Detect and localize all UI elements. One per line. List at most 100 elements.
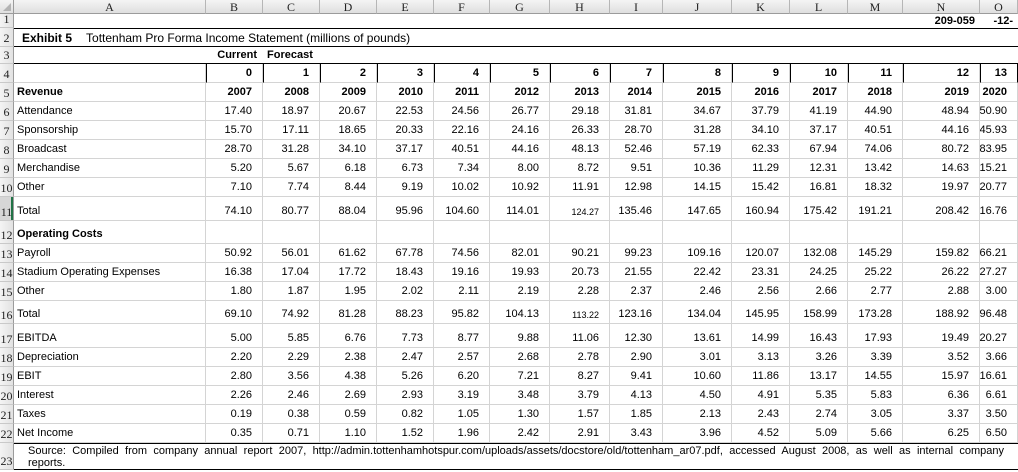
cell[interactable] xyxy=(263,221,320,244)
cell[interactable]: 34.10 xyxy=(320,140,377,159)
cell[interactable]: 1 xyxy=(263,64,320,83)
column-header-M[interactable]: M xyxy=(848,0,903,14)
cell[interactable]: 5.85 xyxy=(263,324,320,348)
cell[interactable]: 37.79 xyxy=(732,102,790,121)
cell[interactable]: 1.85 xyxy=(610,405,663,424)
row-number[interactable]: 17 xyxy=(0,324,14,348)
cell[interactable]: 3.05 xyxy=(848,405,903,424)
cell[interactable]: 5.83 xyxy=(848,386,903,405)
cell[interactable]: 2 xyxy=(320,64,377,83)
cell[interactable]: 22.16 xyxy=(434,121,490,140)
row-number[interactable]: 21 xyxy=(0,405,14,424)
cell[interactable]: 0 xyxy=(206,64,263,83)
column-header-L[interactable]: L xyxy=(790,0,848,14)
cell[interactable]: 132.08 xyxy=(790,244,848,263)
cell[interactable]: 37.17 xyxy=(790,121,848,140)
cell[interactable]: 135.46 xyxy=(610,197,663,221)
cell[interactable]: 21.55 xyxy=(610,263,663,282)
cell[interactable]: 113.22 xyxy=(550,301,610,324)
row-label-cell[interactable]: Attendance xyxy=(14,102,206,121)
row-label-cell[interactable]: Total xyxy=(14,197,206,221)
cell[interactable]: 31.81 xyxy=(610,102,663,121)
cell[interactable]: 2.57 xyxy=(434,348,490,367)
cell[interactable]: 2007 xyxy=(206,83,263,102)
cell[interactable]: 74.10 xyxy=(206,197,263,221)
cell[interactable]: 40.51 xyxy=(434,140,490,159)
cell[interactable]: 7 xyxy=(610,64,663,83)
row-label-cell[interactable]: Total xyxy=(14,301,206,324)
cell[interactable]: 1.52 xyxy=(377,424,434,443)
row-label-cell[interactable]: Depreciation xyxy=(14,348,206,367)
cell[interactable]: 2009 xyxy=(320,83,377,102)
cell[interactable]: 3.39 xyxy=(848,348,903,367)
cell[interactable]: 3.56 xyxy=(263,367,320,386)
cell[interactable]: 11.86 xyxy=(732,367,790,386)
cell[interactable]: 2.37 xyxy=(610,282,663,301)
cell[interactable]: 34.67 xyxy=(663,102,732,121)
cell[interactable]: 1.80 xyxy=(206,282,263,301)
cell[interactable]: 2020 xyxy=(980,83,1018,102)
cell[interactable]: 6.25 xyxy=(903,424,980,443)
cell[interactable] xyxy=(434,221,490,244)
cell[interactable]: 22.53 xyxy=(377,102,434,121)
cell[interactable]: 2013 xyxy=(550,83,610,102)
cell[interactable]: 23.31 xyxy=(732,263,790,282)
cell[interactable]: 2.90 xyxy=(610,348,663,367)
cell[interactable]: 18.43 xyxy=(377,263,434,282)
cell[interactable]: 18.65 xyxy=(320,121,377,140)
cell[interactable]: 13.42 xyxy=(848,159,903,178)
row-number[interactable]: 10 xyxy=(0,178,14,197)
cell[interactable]: 6.36 xyxy=(903,386,980,405)
cell[interactable]: 173.28 xyxy=(848,301,903,324)
cell[interactable]: 13 xyxy=(980,64,1018,83)
cell[interactable]: 16.38 xyxy=(206,263,263,282)
cell[interactable]: 2.13 xyxy=(663,405,732,424)
cell[interactable]: 3.13 xyxy=(732,348,790,367)
cell[interactable]: 22.42 xyxy=(663,263,732,282)
cell[interactable]: 0.38 xyxy=(263,405,320,424)
cell[interactable]: 7.34 xyxy=(434,159,490,178)
cell[interactable]: 147.65 xyxy=(663,197,732,221)
cell[interactable]: 158.99 xyxy=(790,301,848,324)
cell[interactable]: 44.16 xyxy=(903,121,980,140)
cell[interactable] xyxy=(732,221,790,244)
column-header-F[interactable]: F xyxy=(434,0,490,14)
cell[interactable]: 124.27 xyxy=(550,197,610,221)
cell[interactable]: 15.97 xyxy=(903,367,980,386)
cell[interactable]: 114.01 xyxy=(490,197,550,221)
cell[interactable]: 15.42 xyxy=(732,178,790,197)
row-label-cell[interactable]: EBIT xyxy=(14,367,206,386)
cell[interactable]: 17.72 xyxy=(320,263,377,282)
cell[interactable]: 0.59 xyxy=(320,405,377,424)
cell[interactable]: 7.10 xyxy=(206,178,263,197)
cell[interactable]: 34.10 xyxy=(732,121,790,140)
cell[interactable]: 2019 xyxy=(903,83,980,102)
cell[interactable]: 16.81 xyxy=(790,178,848,197)
cell[interactable]: 2017 xyxy=(790,83,848,102)
cell[interactable]: 20.33 xyxy=(377,121,434,140)
cell[interactable]: 74.92 xyxy=(263,301,320,324)
cell[interactable] xyxy=(206,221,263,244)
cell[interactable]: 18.97 xyxy=(263,102,320,121)
cell[interactable]: 134.04 xyxy=(663,301,732,324)
cell[interactable]: 2.69 xyxy=(320,386,377,405)
cell[interactable]: 13.61 xyxy=(663,324,732,348)
cell[interactable]: 83.95 xyxy=(980,140,1018,159)
cell[interactable]: 216.76 xyxy=(980,197,1018,221)
cell[interactable]: 12 xyxy=(903,64,980,83)
cell[interactable]: 4.13 xyxy=(610,386,663,405)
cell[interactable]: 50.90 xyxy=(980,102,1018,121)
row-label-cell[interactable]: Stadium Operating Expenses xyxy=(14,263,206,282)
cell[interactable]: 15.70 xyxy=(206,121,263,140)
cell[interactable]: 8 xyxy=(663,64,732,83)
cell[interactable]: 5.26 xyxy=(377,367,434,386)
source-note-cell[interactable]: Source: Compiled from company annual rep… xyxy=(14,443,1018,470)
cell[interactable]: 123.16 xyxy=(610,301,663,324)
cell[interactable]: 3.19 xyxy=(434,386,490,405)
cell[interactable]: 109.16 xyxy=(663,244,732,263)
cell[interactable] xyxy=(848,221,903,244)
row-number[interactable]: 1 xyxy=(0,13,14,28)
cell[interactable]: 1.87 xyxy=(263,282,320,301)
cell[interactable]: 3.01 xyxy=(663,348,732,367)
cell[interactable]: 104.13 xyxy=(490,301,550,324)
